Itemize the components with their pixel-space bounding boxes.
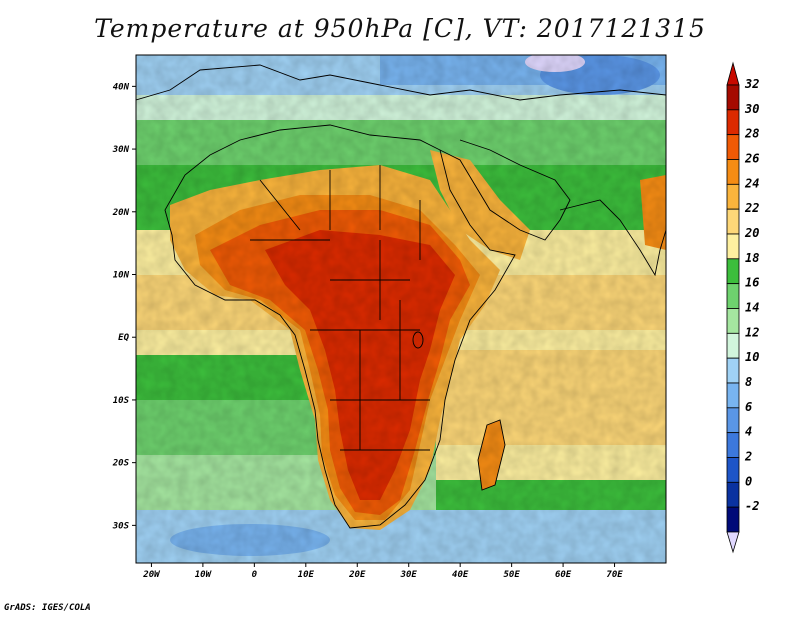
- colorbar-swatch: [726, 407, 740, 434]
- colorbar-label: 18: [745, 251, 759, 265]
- lon-label: 10E: [298, 570, 315, 580]
- map-frame: [135, 54, 667, 564]
- colorbar-label: 24: [744, 176, 759, 190]
- lon-label: 30E: [400, 570, 418, 580]
- lon-label: 20E: [348, 570, 366, 580]
- lat-label: 10N: [113, 271, 130, 281]
- coastlines: [136, 64, 666, 529]
- colorbar-swatch: [726, 109, 740, 136]
- colorbar-label: 22: [744, 201, 759, 215]
- colorbar-bottom-arrow: [726, 531, 740, 554]
- lat-label: 20S: [112, 459, 130, 469]
- colorbar-swatch: [726, 506, 740, 533]
- temperature-field: [136, 55, 666, 563]
- colorbar-swatch: [726, 432, 740, 458]
- grads-credit: GrADS: IGES/COLA: [4, 603, 91, 613]
- lat-label: EQ: [118, 333, 129, 343]
- colorbar-swatch: [726, 84, 740, 111]
- map-title: Temperature at 950hPa [C], VT: 201712131…: [94, 14, 706, 43]
- lon-label: 0: [252, 570, 258, 580]
- colorbar-swatch: [726, 308, 740, 334]
- colorbar-swatch: [726, 382, 740, 409]
- colorbar-swatch: [726, 233, 740, 260]
- latitude-labels: 40N 30N 20N 10N EQ 10S 20S 30S: [112, 82, 136, 531]
- colorbar-label: 28: [744, 127, 759, 141]
- colorbar-top-arrow: [726, 61, 740, 86]
- lon-label: 20W: [142, 570, 161, 580]
- lon-label: 40E: [452, 570, 469, 580]
- colorbar-label: 4: [745, 425, 752, 439]
- lat-label: 30S: [112, 521, 130, 531]
- colorbar-swatch: [726, 134, 740, 160]
- colorbar-swatch: [726, 283, 740, 309]
- colorbar-label: 20: [744, 226, 759, 240]
- colorbar-label: 32: [744, 77, 759, 91]
- colorbar-label: 12: [745, 325, 759, 339]
- colorbar-label: 26: [744, 152, 759, 166]
- colorbar-swatch: [726, 481, 740, 508]
- lat-label: 20N: [112, 208, 130, 218]
- colorbar-swatch: [726, 183, 740, 210]
- colorbar-swatch: [726, 332, 740, 359]
- colorbar-swatch: [726, 159, 740, 185]
- colorbar-swatch: [726, 357, 740, 384]
- lat-label: 40N: [113, 82, 130, 92]
- colorbar-label: 30: [744, 102, 759, 116]
- colorbar-label: 16: [745, 276, 759, 290]
- lon-label: 50E: [503, 570, 520, 580]
- lat-label: 30N: [112, 145, 130, 155]
- lon-label: 60E: [555, 570, 572, 580]
- colorbar-label: 10: [745, 350, 759, 364]
- colorbar-label: 14: [745, 301, 759, 315]
- colorbar-label: 6: [745, 400, 752, 414]
- colorbar-label: 2: [744, 450, 752, 464]
- colorbar-swatch: [726, 258, 740, 285]
- lat-label: 10S: [113, 396, 130, 406]
- longitude-labels: 20W 10W 0 10E 20E 30E 40E 50E 60E 70E: [142, 563, 623, 580]
- colorbar-label: 8: [745, 375, 752, 389]
- lon-label: 10W: [195, 570, 213, 580]
- colorbar-label: -2: [745, 499, 759, 513]
- colorbar-swatch: [726, 208, 740, 235]
- lon-label: 70E: [606, 570, 623, 580]
- colorbar-label: 0: [745, 474, 752, 488]
- colorbar-swatch: [726, 457, 740, 483]
